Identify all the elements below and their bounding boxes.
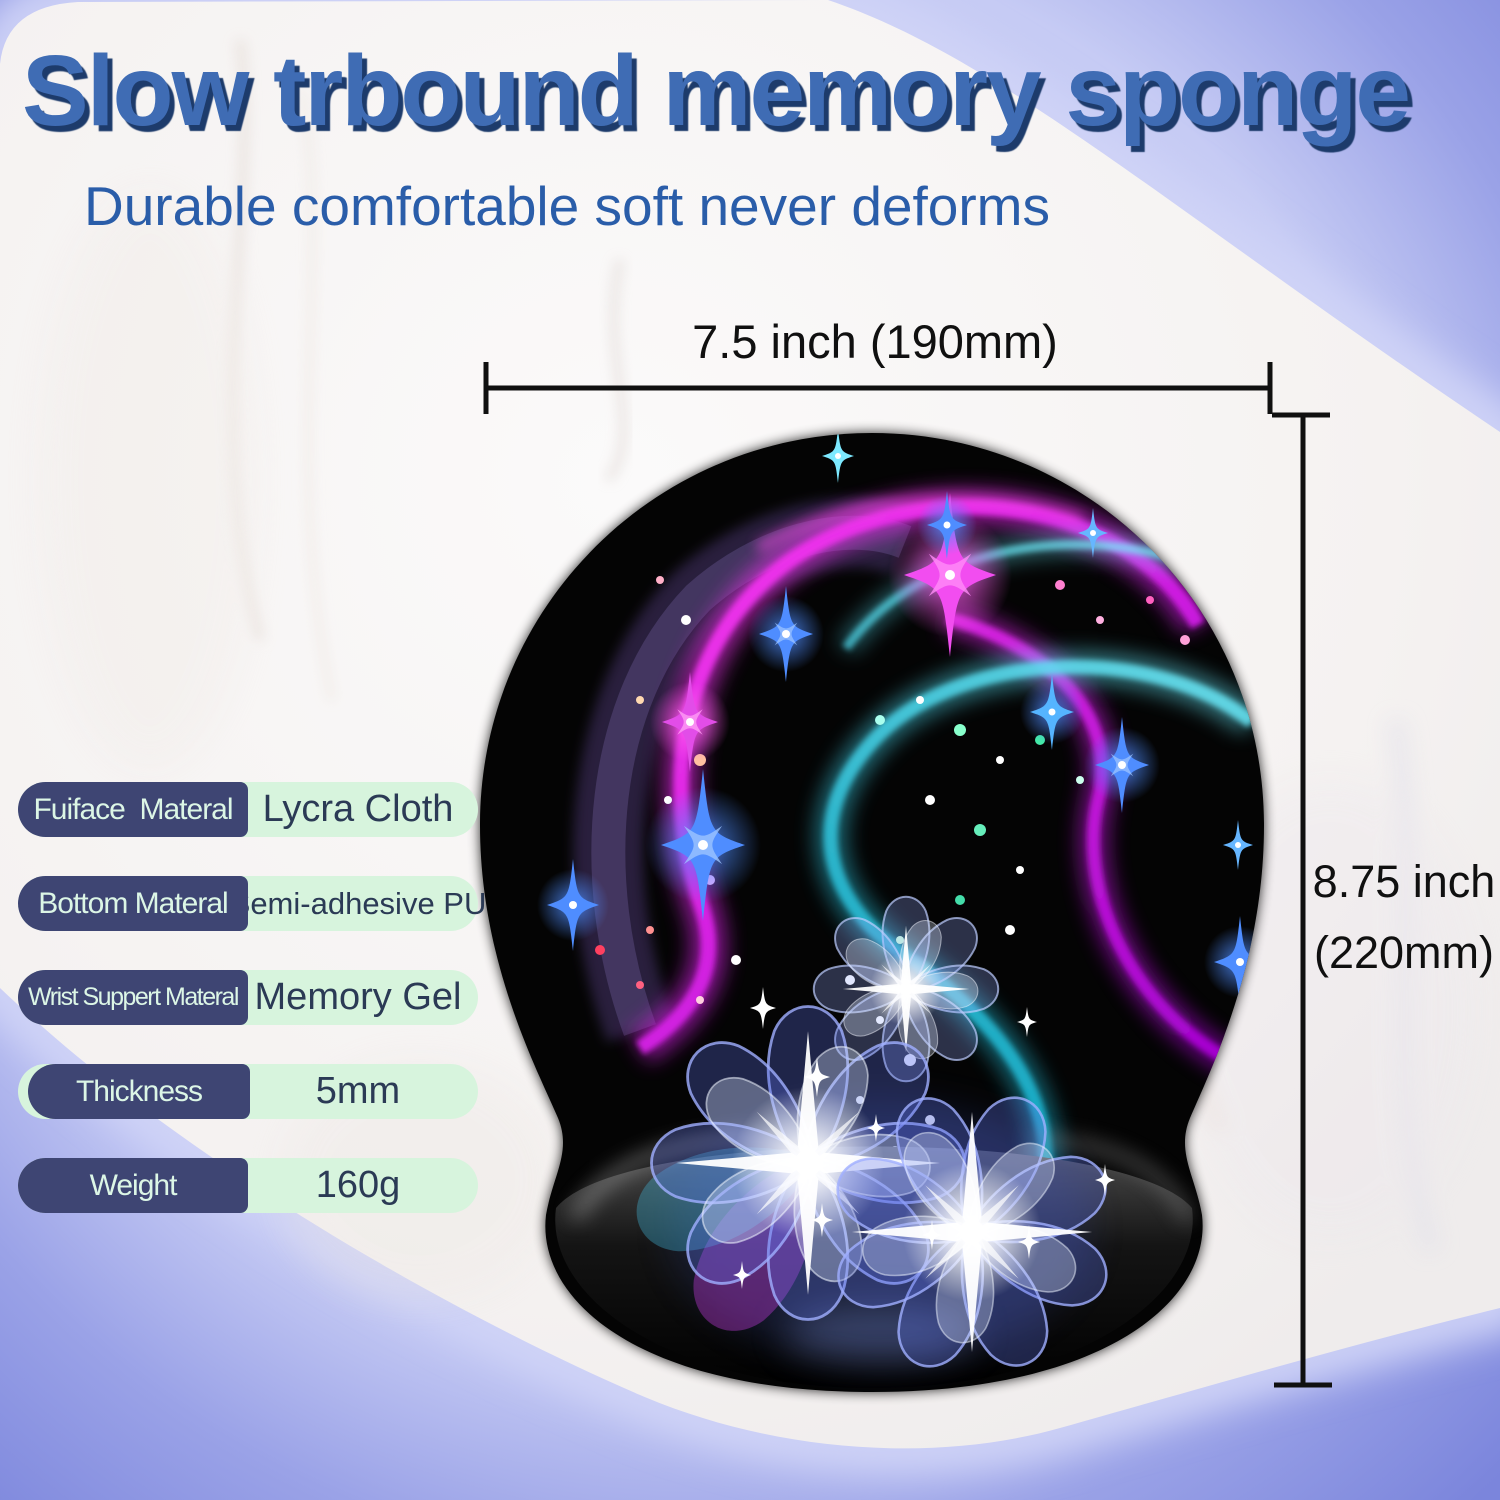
page-subtitle: Durable comfortable soft never deforms [84, 175, 1050, 237]
spec-value: Semi-adhesive PU [229, 885, 487, 921]
spec-label-pill: Wrist Suppert Materal [18, 970, 248, 1025]
spec-row-surface-material: Lycra Cloth Fuiface Materal [18, 782, 478, 837]
flower-artwork [623, 895, 1119, 1379]
spec-label: Thickness [75, 1074, 203, 1108]
width-dimension-line [483, 362, 1273, 414]
spec-value: 160g [315, 1164, 401, 1206]
spec-row-thickness: 5mm Thickness [18, 1064, 478, 1119]
spec-label-pill: Fuiface Materal [18, 782, 248, 837]
height-dimension-mm: (220mm) [1313, 927, 1495, 979]
height-dimension-label: 8.75 inch (220mm) [1308, 846, 1500, 988]
height-dimension-line [1272, 412, 1332, 1388]
spec-value: 5mm [315, 1070, 401, 1112]
spec-label: Weight [89, 1168, 178, 1202]
spec-label-pill: Thickness [28, 1064, 250, 1119]
spec-row-bottom-material: Semi-adhesive PU Bottom Materal [18, 876, 487, 931]
star-glints [537, 433, 1264, 1149]
spec-label: Bottom Materal [38, 886, 228, 920]
spec-value: Lycra Cloth [262, 788, 454, 830]
spec-row-weight: 160g Weight [18, 1158, 478, 1213]
page-title: Slow trbound memory sponge [22, 35, 1411, 147]
spec-table: Lycra Cloth Fuiface Materal Semi-adhesiv… [18, 782, 487, 1252]
dimension-lines [483, 362, 1332, 1388]
width-dimension-label: 7.5 inch (190mm) [692, 315, 1058, 368]
height-dimension-inches: 8.75 inch [1312, 856, 1496, 907]
spec-label-pill: Bottom Materal [18, 876, 248, 931]
spec-label-pill: Weight [18, 1158, 248, 1213]
spec-label: Wrist Suppert Materal [28, 983, 239, 1011]
spec-row-wrist-support-material: Memory Gel Wrist Suppert Materal [18, 970, 478, 1025]
spec-value: Memory Gel [254, 976, 462, 1018]
mousepad-image [480, 433, 1264, 1392]
pad-artwork [537, 433, 1264, 1388]
spec-label: Fuiface Materal [33, 792, 233, 826]
magenta-ribbon [630, 488, 1240, 1076]
